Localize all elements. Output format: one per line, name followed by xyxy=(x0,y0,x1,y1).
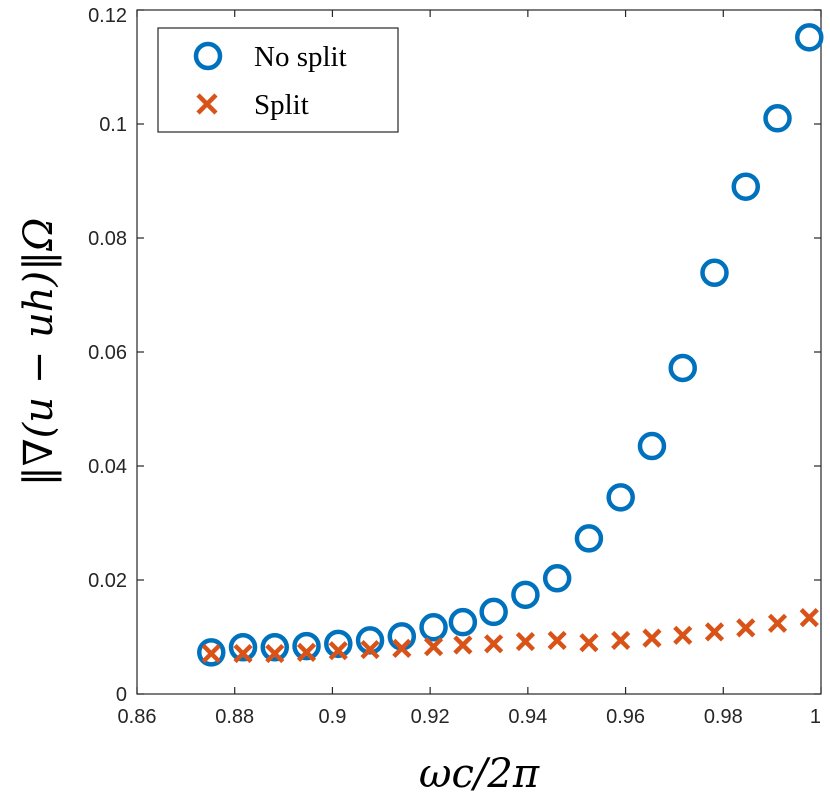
data-point-split xyxy=(515,631,536,652)
data-point-no-split xyxy=(795,23,824,52)
x-tick-label: 0.9 xyxy=(319,706,347,728)
data-point-split xyxy=(265,643,285,664)
data-point-no-split xyxy=(292,631,321,661)
y-tick-label: 0 xyxy=(116,684,127,706)
data-point-split xyxy=(704,622,725,642)
data-series xyxy=(197,23,824,667)
y-tick-label: 0.1 xyxy=(99,114,127,136)
data-point-split xyxy=(296,642,317,662)
y-tick-label: 0.08 xyxy=(88,228,127,250)
data-point-split xyxy=(453,635,473,655)
data-point-split xyxy=(484,634,504,654)
data-point-split xyxy=(360,639,380,660)
data-point-no-split xyxy=(448,607,478,637)
data-point-no-split xyxy=(260,633,290,662)
data-point-split xyxy=(579,633,599,653)
data-point-no-split xyxy=(700,258,729,288)
data-point-no-split xyxy=(324,629,353,659)
legend-label-no-split: No split xyxy=(254,41,347,73)
legend-label-split: Split xyxy=(254,89,309,121)
data-point-split xyxy=(328,641,348,661)
data-point-no-split xyxy=(419,613,448,642)
data-point-split xyxy=(642,628,662,648)
data-point-split xyxy=(201,643,221,664)
data-point-no-split xyxy=(511,580,540,610)
y-tick-label: 0.12 xyxy=(88,5,127,27)
x-tick-label: 0.98 xyxy=(704,706,743,728)
data-point-no-split xyxy=(763,104,792,133)
y-tick-label: 0.06 xyxy=(88,342,127,364)
data-point-no-split xyxy=(228,633,258,662)
data-point-no-split xyxy=(731,172,761,201)
legend-marker-no-split xyxy=(193,41,223,71)
x-tick-label: 0.88 xyxy=(215,706,254,728)
data-point-no-split xyxy=(542,564,572,593)
data-point-no-split xyxy=(668,353,697,383)
legend-marker-split xyxy=(196,93,218,115)
data-point-split xyxy=(611,630,631,651)
x-tick-label: 0.94 xyxy=(508,706,547,728)
data-point-no-split xyxy=(606,483,635,512)
x-tick-label: 0.96 xyxy=(606,706,645,728)
data-point-no-split xyxy=(574,524,604,553)
data-point-split xyxy=(423,637,444,657)
series-split xyxy=(201,608,819,664)
x-tick-label: 0.92 xyxy=(411,706,450,728)
legend: No split Split xyxy=(157,27,399,133)
data-point-split xyxy=(547,630,567,651)
y-axis-title: ‖∇(u − uh)‖Ω xyxy=(16,218,62,487)
data-point-split xyxy=(799,608,819,628)
data-point-split xyxy=(233,643,253,664)
x-tick-label: 0.86 xyxy=(118,706,157,728)
x-axis-title: ωc/2π xyxy=(419,751,540,797)
x-tick-label: 1 xyxy=(810,706,821,728)
data-point-split xyxy=(736,618,756,638)
data-point-split xyxy=(767,613,788,633)
x-axis: 0.86 0.88 0.9 0.92 0.94 0.96 0.98 1 xyxy=(118,10,822,728)
legend-box xyxy=(157,27,399,133)
y-axis: 0 0.02 0.04 0.06 0.08 0.1 0.12 xyxy=(88,5,821,706)
data-point-no-split xyxy=(479,597,508,627)
data-point-no-split xyxy=(637,431,667,461)
data-point-no-split xyxy=(197,638,226,667)
y-tick-label: 0.04 xyxy=(88,456,127,478)
series-no-split xyxy=(197,23,824,667)
y-tick-label: 0.02 xyxy=(88,570,127,592)
data-point-split xyxy=(392,638,412,658)
data-point-split xyxy=(673,625,693,645)
